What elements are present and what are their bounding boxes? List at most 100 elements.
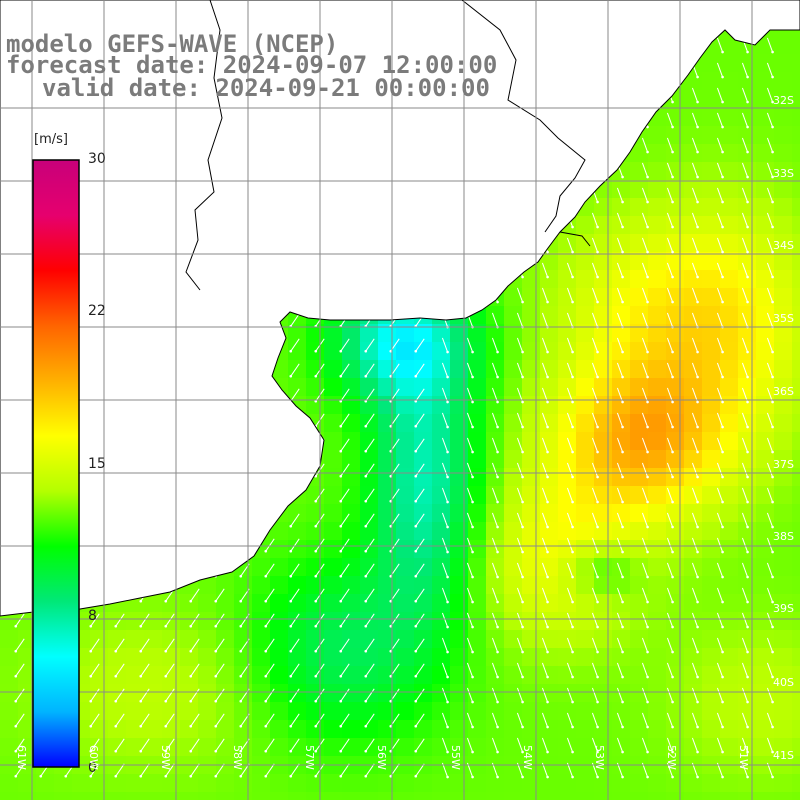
wind-speed-cell xyxy=(702,702,721,721)
wind-speed-cell xyxy=(612,270,631,289)
wind-speed-cell xyxy=(738,432,757,451)
wind-speed-cell xyxy=(756,324,775,343)
wind-arrow-head xyxy=(646,375,649,379)
wind-speed-cell xyxy=(720,666,739,685)
wind-arrow xyxy=(415,488,425,502)
wind-speed-cell xyxy=(450,792,469,800)
wind-arrow-head xyxy=(364,474,368,478)
wind-speed-cell xyxy=(360,558,379,577)
wind-speed-cell xyxy=(342,648,361,667)
wind-speed-cell xyxy=(216,594,235,613)
wind-speed-cell xyxy=(324,576,343,595)
wind-speed-cell xyxy=(306,504,325,523)
wind-speed-cell xyxy=(522,504,541,523)
wind-speed-cell xyxy=(684,684,703,703)
wind-speed-cell xyxy=(720,720,739,739)
wind-arrow-head xyxy=(114,749,118,753)
wind-speed-cell xyxy=(648,144,667,163)
wind-arrow-head xyxy=(14,624,18,628)
wind-arrow xyxy=(666,162,674,178)
wind-speed-cell xyxy=(378,648,397,667)
wind-speed-cell xyxy=(432,702,451,721)
wind-speed-cell xyxy=(720,306,739,325)
wind-arrow-head xyxy=(471,425,474,429)
wind-speed-cell xyxy=(450,774,469,793)
wind-arrow xyxy=(716,87,724,103)
wind-speed-cell xyxy=(504,522,523,541)
wind-arrow-head xyxy=(721,700,724,704)
wind-speed-cell xyxy=(126,702,145,721)
wind-arrow xyxy=(466,437,474,453)
wind-speed-cell xyxy=(666,630,685,649)
wind-speed-cell xyxy=(558,720,577,739)
wind-speed-cell xyxy=(450,342,469,361)
wind-speed-cell xyxy=(540,360,559,379)
wind-arrow xyxy=(115,738,125,752)
wind-arrow xyxy=(541,337,549,353)
wind-arrow-head xyxy=(646,350,649,354)
lon-label-52w: 52W xyxy=(665,745,678,770)
wind-arrow-head xyxy=(264,674,268,678)
wind-speed-cell xyxy=(612,504,631,523)
wind-arrow xyxy=(541,662,549,678)
wind-arrow xyxy=(691,737,699,753)
wind-speed-cell xyxy=(108,666,127,685)
wind-speed-cell xyxy=(180,594,199,613)
wind-arrow-head xyxy=(771,150,774,154)
wind-speed-cell xyxy=(774,504,793,523)
wind-arrow xyxy=(766,437,774,453)
wind-arrow-head xyxy=(546,575,549,579)
wind-arrow-head xyxy=(571,350,574,354)
wind-arrow xyxy=(290,713,300,727)
wind-arrow-head xyxy=(696,600,699,604)
wind-arrow-head xyxy=(239,749,243,753)
wind-arrow-head xyxy=(389,449,393,453)
wind-arrow-head xyxy=(596,675,599,679)
wind-arrow xyxy=(15,688,25,702)
wind-arrow-head xyxy=(389,524,393,528)
wind-speed-cell xyxy=(630,450,649,469)
wind-speed-cell xyxy=(504,630,523,649)
wind-arrow-head xyxy=(521,500,524,504)
wind-arrow-head xyxy=(139,774,143,778)
wind-arrow-head xyxy=(314,749,318,753)
wind-arrow xyxy=(691,687,699,703)
wind-speed-cell xyxy=(774,162,793,181)
wind-arrow-head xyxy=(621,175,624,179)
wind-speed-cell xyxy=(378,540,397,559)
wind-arrow-head xyxy=(289,649,293,653)
wind-arrow-head xyxy=(596,450,599,454)
wind-arrow-head xyxy=(446,775,449,779)
wind-speed-cell xyxy=(594,720,613,739)
wind-speed-cell xyxy=(792,396,800,415)
wind-speed-cell xyxy=(396,486,415,505)
wind-arrow-head xyxy=(446,750,449,754)
wind-speed-cell xyxy=(504,450,523,469)
wind-arrow-head xyxy=(264,749,268,753)
wind-arrow-head xyxy=(314,724,318,728)
wind-speed-cell xyxy=(504,576,523,595)
wind-arrow xyxy=(441,487,449,503)
wind-speed-cell xyxy=(558,738,577,757)
wind-arrow-head xyxy=(496,625,499,629)
wind-speed-cell xyxy=(450,396,469,415)
wind-speed-cell xyxy=(162,612,181,631)
wind-speed-cell xyxy=(702,558,721,577)
wind-speed-cell xyxy=(360,504,379,523)
wind-arrow xyxy=(491,712,499,728)
wind-speed-cell xyxy=(576,774,595,793)
wind-speed-cell xyxy=(198,792,217,800)
wind-speed-cell xyxy=(414,792,433,800)
wind-speed-cell xyxy=(342,774,361,793)
wind-arrow-head xyxy=(546,425,549,429)
wind-speed-cell xyxy=(558,792,577,800)
wind-arrow xyxy=(716,62,724,78)
wind-arrow xyxy=(716,737,724,753)
wind-speed-cell xyxy=(180,684,199,703)
wind-speed-cell xyxy=(684,450,703,469)
wind-arrow-head xyxy=(646,300,649,304)
wind-arrow-head xyxy=(339,624,343,628)
wind-speed-cell xyxy=(702,270,721,289)
wind-speed-cell xyxy=(540,522,559,541)
wind-speed-cell xyxy=(594,288,613,307)
